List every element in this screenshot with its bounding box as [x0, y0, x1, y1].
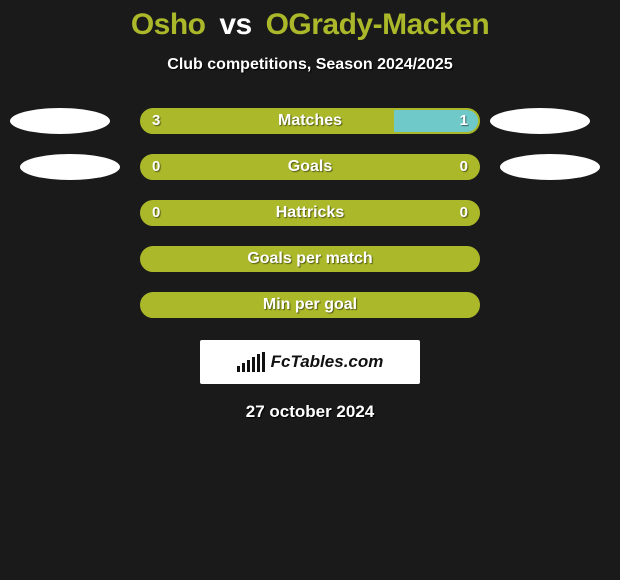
stat-bar: 0 Goals 0	[140, 154, 480, 180]
date-text: 27 october 2024	[0, 402, 620, 422]
stat-right-value: 0	[460, 204, 468, 221]
stat-row: Goals per match	[0, 246, 620, 272]
stat-row: Min per goal	[0, 292, 620, 318]
player1-badge	[10, 108, 110, 134]
stats-rows: 3 Matches 1 0 Goals 0 0 Hattri	[0, 108, 620, 318]
player2-badge	[500, 154, 600, 180]
vs-text: vs	[219, 8, 251, 41]
stat-right-value: 0	[460, 158, 468, 175]
player1-badge	[20, 154, 120, 180]
stats-card: Osho vs OGrady-Macken Club competitions,…	[0, 0, 620, 422]
stat-row: 0 Goals 0	[0, 154, 620, 180]
stat-right-value: 1	[460, 112, 468, 129]
stat-bar: Min per goal	[140, 292, 480, 318]
stat-row: 3 Matches 1	[0, 108, 620, 134]
subtitle: Club competitions, Season 2024/2025	[0, 56, 620, 74]
page-title: Osho vs OGrady-Macken	[0, 8, 620, 42]
stat-label: Matches	[142, 112, 478, 130]
stat-label: Goals	[142, 158, 478, 176]
logo[interactable]: FcTables.com	[200, 340, 420, 384]
logo-text: FcTables.com	[271, 352, 384, 372]
player2-badge	[490, 108, 590, 134]
stat-bar: 3 Matches 1	[140, 108, 480, 134]
logo-bars-icon	[237, 352, 265, 372]
stat-label: Min per goal	[142, 296, 478, 314]
player1-name: Osho	[131, 8, 206, 41]
stat-row: 0 Hattricks 0	[0, 200, 620, 226]
stat-label: Goals per match	[142, 250, 478, 268]
stat-bar: 0 Hattricks 0	[140, 200, 480, 226]
stat-bar: Goals per match	[140, 246, 480, 272]
player2-name: OGrady-Macken	[266, 8, 490, 41]
stat-label: Hattricks	[142, 204, 478, 222]
